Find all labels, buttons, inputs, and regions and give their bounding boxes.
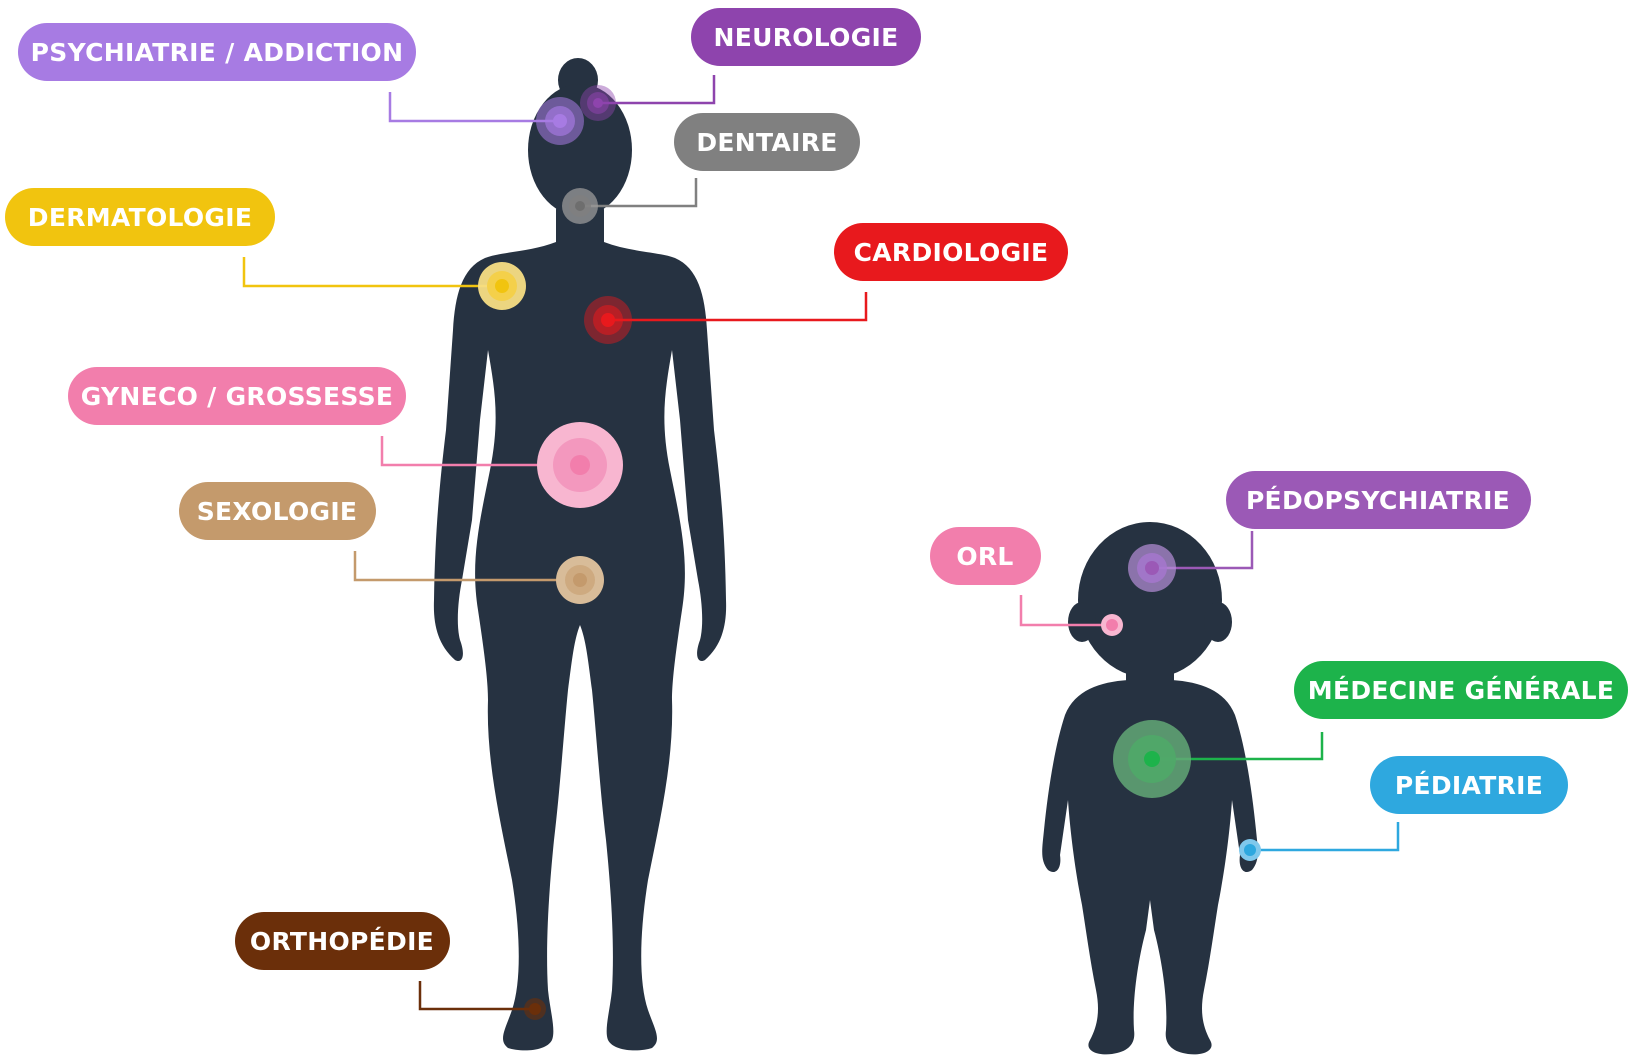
hotspots [478,85,1261,1020]
label-medecine-generale[interactable]: MÉDECINE GÉNÉRALE [1294,661,1628,719]
label-text: DERMATOLOGIE [28,203,252,232]
label-sexologie[interactable]: SEXOLOGIE [179,482,376,540]
label-neurologie[interactable]: NEUROLOGIE [691,8,921,66]
connectors [242,75,1400,1011]
label-text: PÉDIATRIE [1395,771,1543,800]
connector-sexologie [353,551,580,582]
label-text: CARDIOLOGIE [854,238,1049,267]
hotspot-pedopsychiatrie [1128,544,1176,592]
connector-cardiologie [608,292,868,322]
label-orthopedie[interactable]: ORTHOPÉDIE [235,912,450,970]
labels: PSYCHIATRIE / ADDICTION NEUROLOGIE DENTA… [5,8,1628,970]
label-psychiatrie[interactable]: PSYCHIATRIE / ADDICTION [18,23,416,81]
hotspot-cardiologie [584,296,632,344]
label-dentaire[interactable]: DENTAIRE [674,113,860,171]
label-gyneco[interactable]: GYNECO / GROSSESSE [68,367,406,425]
hotspot-neurologie [580,85,616,121]
label-orl[interactable]: ORL [930,527,1041,585]
label-text: GYNECO / GROSSESSE [81,382,394,411]
connector-pediatrie [1250,822,1400,852]
label-text: MÉDECINE GÉNÉRALE [1308,676,1614,705]
hotspot-medecine-generale [1113,720,1191,798]
hotspot-psychiatrie [536,97,584,145]
hotspot-orthopedie [524,998,546,1020]
connector-gyneco [380,436,580,467]
label-text: NEUROLOGIE [714,23,899,52]
connector-medecine-generale [1152,732,1324,761]
connector-pedopsychiatrie [1152,531,1254,570]
label-text: DENTAIRE [696,128,837,157]
label-text: ORL [956,542,1013,571]
label-dermatologie[interactable]: DERMATOLOGIE [5,188,275,246]
label-cardiologie[interactable]: CARDIOLOGIE [834,223,1068,281]
connector-orl [1019,595,1112,627]
hotspot-orl [1101,614,1123,636]
label-pedopsychiatrie[interactable]: PÉDOPSYCHIATRIE [1226,471,1531,529]
hotspot-pediatrie [1239,839,1261,861]
connector-dentaire [580,178,698,208]
connector-psychiatrie [388,92,560,123]
label-text: SEXOLOGIE [197,497,358,526]
hotspot-sexologie [556,556,604,604]
connector-orthopedie [418,981,535,1011]
hotspot-gyneco [537,422,623,508]
child-silhouette [1042,522,1258,1055]
label-text: ORTHOPÉDIE [250,927,434,956]
label-text: PÉDOPSYCHIATRIE [1246,486,1510,515]
connector-neurologie [597,75,716,105]
label-pediatrie[interactable]: PÉDIATRIE [1370,756,1568,814]
label-text: PSYCHIATRIE / ADDICTION [31,38,404,67]
connector-dermatologie [242,257,502,288]
hotspot-dermatologie [478,262,526,310]
hotspot-dentaire [562,188,598,224]
